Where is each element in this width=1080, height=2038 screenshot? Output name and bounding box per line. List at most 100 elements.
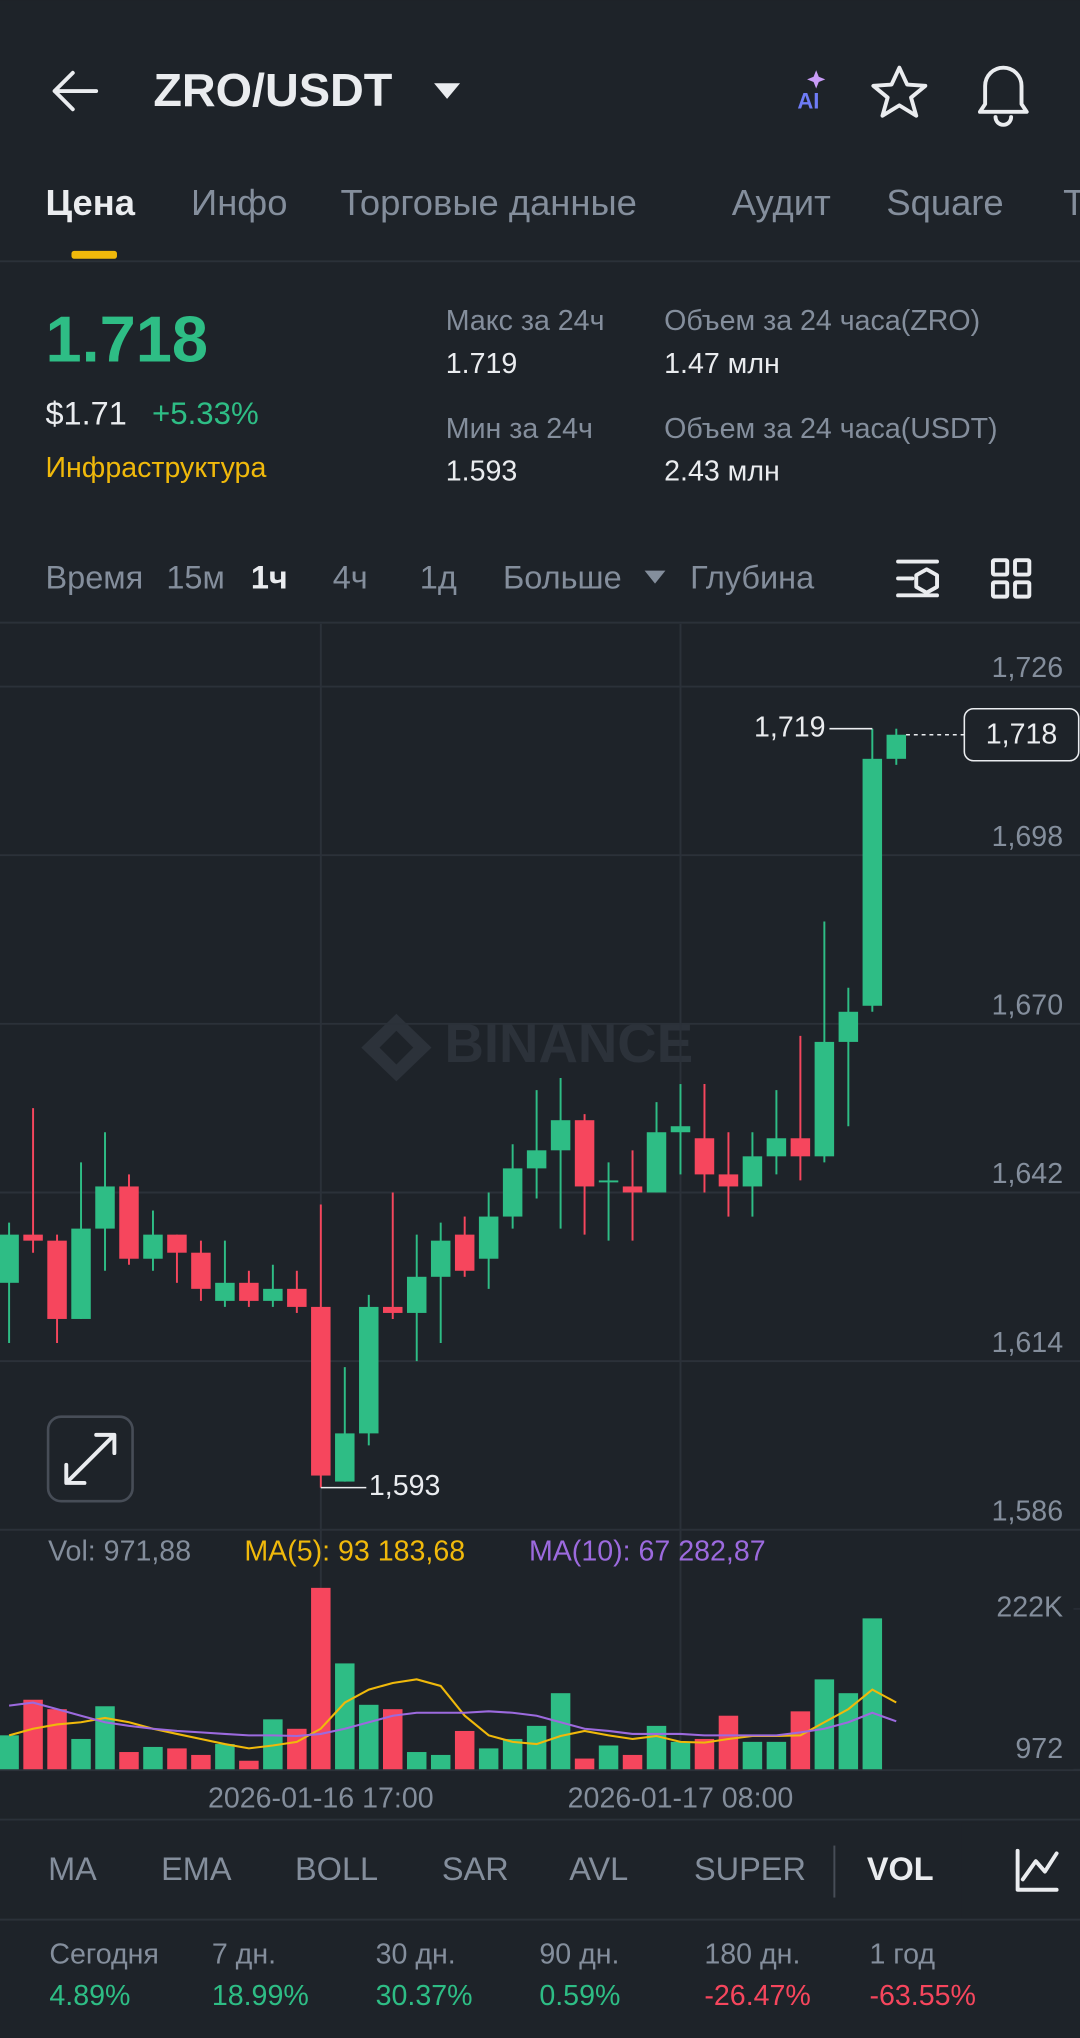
volume-bar — [742, 1741, 763, 1771]
volume-bar — [143, 1746, 163, 1771]
last-price-label: 1,718 — [986, 719, 1058, 751]
candle-body — [191, 1252, 211, 1289]
y-tick-label: 1,642 — [992, 1158, 1064, 1190]
tab[interactable]: T — [1063, 182, 1080, 223]
candle-body — [694, 1138, 715, 1175]
tab[interactable]: Цена — [45, 182, 135, 223]
candle-body — [838, 1011, 859, 1042]
performance-value: -26.47% — [704, 1980, 810, 2012]
chart-settings-button[interactable] — [896, 559, 939, 598]
watermark-text: BINANCE — [444, 1013, 693, 1074]
indicator-tab[interactable]: EMA — [161, 1851, 232, 1887]
performance-value: 30.37% — [376, 1980, 473, 2012]
pair-dropdown[interactable] — [434, 83, 461, 99]
tab[interactable]: Инфо — [191, 182, 287, 223]
y-tick-label: 1,670 — [992, 989, 1064, 1021]
interval[interactable]: Больше — [503, 559, 622, 595]
more-dropdown[interactable] — [644, 570, 666, 584]
candle-body — [790, 1138, 811, 1157]
volume-bar — [47, 1709, 67, 1771]
interval[interactable]: 1д — [420, 559, 457, 595]
volume-bar — [430, 1754, 451, 1771]
indicator-tab[interactable]: AVL — [569, 1851, 628, 1887]
back-button[interactable] — [52, 70, 99, 112]
tab[interactable]: Аудит — [732, 182, 831, 223]
interval[interactable]: 15м — [166, 559, 224, 595]
fullscreen-button[interactable] — [46, 1415, 134, 1503]
candle-body — [0, 1234, 19, 1283]
indicator-tab[interactable]: VOL — [867, 1851, 934, 1887]
indicator-settings[interactable] — [1015, 1848, 1059, 1892]
volume-bar — [646, 1725, 667, 1771]
volume-bar — [383, 1709, 403, 1771]
performance-value: 4.89% — [49, 1980, 130, 2012]
volume-bar — [814, 1679, 835, 1771]
price-change: +5.33% — [152, 396, 259, 431]
volume-bar — [790, 1711, 811, 1771]
interval[interactable]: Глубина — [690, 559, 815, 595]
layout-cell — [990, 580, 1010, 599]
candle-body — [359, 1306, 379, 1434]
ai-label: AI — [797, 89, 819, 114]
volume-bar — [95, 1706, 115, 1771]
volume-bar — [335, 1663, 355, 1771]
volume-bar — [406, 1752, 427, 1771]
candle-body — [311, 1306, 331, 1476]
candle-body — [646, 1132, 667, 1193]
layout-button[interactable] — [990, 558, 1032, 599]
y-tick-label: 1,698 — [992, 821, 1064, 853]
stat-value: 1.593 — [446, 456, 518, 488]
volume-bar — [718, 1715, 739, 1771]
performance-label: 1 год — [869, 1939, 935, 1971]
volume-bar — [478, 1748, 499, 1771]
candle-body — [406, 1276, 427, 1313]
volume-bar — [454, 1730, 475, 1771]
favorite-button[interactable] — [871, 65, 928, 118]
y-tick-label: 1,726 — [992, 652, 1064, 684]
volume-bar — [670, 1741, 691, 1771]
performance-label: 30 дн. — [376, 1939, 456, 1971]
annotation-label: 1,593 — [369, 1470, 441, 1502]
layout-cell — [1013, 580, 1032, 599]
volume-bar — [502, 1738, 523, 1771]
volume-bar — [0, 1735, 19, 1771]
indicator-tab[interactable]: SAR — [442, 1851, 509, 1887]
performance-row: Сегодня 4.89% 7 дн. 18.99% 30 дн. 30.37% 90 дн… — [49, 1939, 976, 2013]
candle-body — [239, 1282, 259, 1301]
candle-body — [886, 734, 907, 759]
candle-body — [598, 1180, 619, 1183]
volume-bar — [239, 1760, 259, 1771]
candle-body — [143, 1234, 163, 1259]
volume-bar — [862, 1618, 883, 1771]
performance-value: 18.99% — [212, 1980, 309, 2012]
indicator-tab[interactable]: MA — [48, 1851, 97, 1887]
volume-bar — [550, 1693, 571, 1771]
sector-tag[interactable]: Инфраструктура — [45, 452, 266, 484]
tab[interactable]: Square — [886, 182, 1003, 223]
last-price-box — [963, 707, 1080, 762]
chart: 1,586 1,614 1,642 1,670 1,698 1,726 2026-01-16… — [0, 623, 1080, 1815]
indicator-tab[interactable]: BOLL — [295, 1851, 378, 1887]
volume-bar — [598, 1745, 619, 1771]
interval[interactable]: 4ч — [333, 559, 368, 595]
alert-button[interactable] — [977, 65, 1029, 127]
layout-cell — [1013, 558, 1032, 577]
volume-bar — [574, 1758, 595, 1771]
candle-body — [287, 1288, 307, 1307]
performance-label: Сегодня — [49, 1939, 159, 1971]
x-tick-label: 2026-01-17 08:00 — [568, 1783, 794, 1815]
settings-hex — [914, 567, 939, 595]
indicator-tab[interactable]: SUPER — [694, 1851, 806, 1887]
stats: Макс за 24ч 1.719 Объем за 24 часа(ZRO) 1.4… — [446, 305, 998, 488]
ai-button[interactable]: AI — [797, 70, 826, 114]
tab[interactable]: Торговые данные — [341, 182, 637, 223]
volume-bar — [119, 1752, 139, 1771]
interval[interactable]: 1ч — [251, 559, 288, 595]
annotation-label: 1,719 — [754, 711, 826, 743]
pair-title[interactable]: ZRO/USDT — [153, 64, 392, 116]
tab-bar: Цена Инфо Торговые данные Аудит Square T — [45, 182, 1080, 223]
